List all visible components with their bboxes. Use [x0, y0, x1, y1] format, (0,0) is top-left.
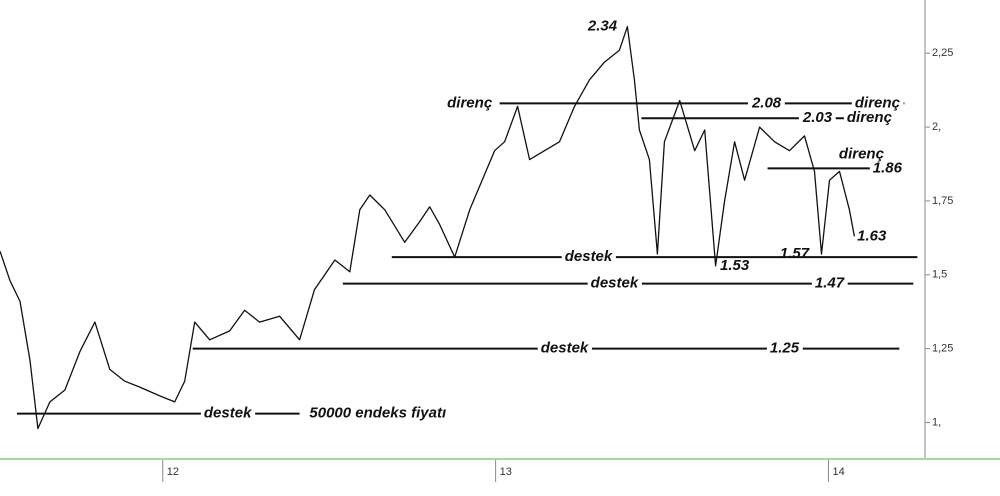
label-gap	[869, 166, 906, 171]
level-label: 2.03	[802, 109, 833, 126]
label-gap	[798, 116, 836, 121]
label-gap	[747, 101, 785, 106]
value-annotation: 1.63	[857, 227, 887, 244]
x-tick-label: 14	[832, 466, 844, 478]
level-label: 50000 endeks fiyatı	[309, 405, 446, 422]
level-label-group: direnç	[444, 94, 496, 111]
y-tick-label: 1,25	[932, 343, 953, 355]
level-label-group: destek	[200, 405, 256, 422]
value-annotation: 1.53	[720, 257, 750, 274]
level-label-group: destek	[537, 340, 592, 357]
x-tick-label: 13	[500, 466, 512, 478]
level-label: direnç	[839, 145, 885, 162]
label-gap	[587, 281, 642, 286]
label-gap	[444, 101, 496, 106]
label-gap	[537, 346, 592, 351]
level-label: destek	[204, 405, 252, 422]
level-label-group: destek	[587, 275, 642, 292]
level-label: 1.86	[873, 159, 903, 176]
level-label-group: direnç	[843, 109, 896, 126]
label-gap	[851, 101, 904, 106]
level-label: direnç	[447, 94, 493, 111]
level-label: direnç	[855, 94, 901, 111]
level-label-group: 1.25	[766, 340, 803, 357]
label-gap	[306, 411, 450, 416]
label-gap	[766, 346, 803, 351]
level-label: 1.47	[815, 275, 845, 292]
level-label-group: 1.86	[869, 159, 906, 176]
level-label-group: 50000 endeks fiyatı	[306, 405, 450, 422]
y-tick-label: 2,	[932, 121, 941, 133]
label-gap	[811, 281, 848, 286]
level-label: destek	[541, 340, 589, 357]
label-gap	[561, 255, 616, 260]
level-label-group: destek	[561, 248, 616, 265]
value-annotation: 1.57	[780, 245, 810, 262]
level-label: 2.08	[751, 94, 782, 111]
label-gap	[843, 116, 896, 121]
y-tick-label: 1,	[932, 416, 941, 428]
level-label-group: 2.08	[747, 94, 785, 111]
level-label: destek	[591, 275, 639, 292]
y-tick-label: 2,25	[932, 47, 953, 59]
level-label: destek	[565, 248, 613, 265]
y-tick-label: 1,75	[932, 195, 953, 207]
x-tick-label: 12	[167, 466, 179, 478]
level-label-group: 2.03	[798, 109, 836, 126]
level-label-group: 1.47	[811, 275, 848, 292]
level-label: 1.25	[770, 340, 800, 357]
price-line	[0, 25, 856, 430]
label-gap	[200, 411, 256, 416]
value-annotation: 2.34	[587, 18, 618, 35]
level-label-group: direnç	[851, 94, 904, 111]
level-label: direnç	[847, 109, 893, 126]
y-tick-label: 1,5	[932, 269, 947, 281]
